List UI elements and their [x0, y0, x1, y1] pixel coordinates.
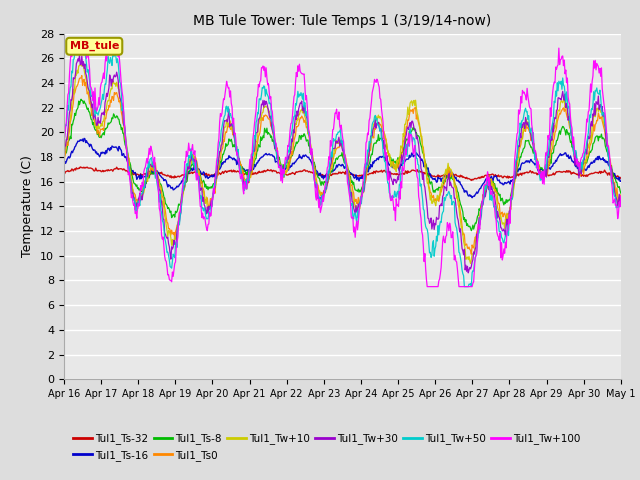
Legend: Tul1_Ts-32, Tul1_Ts-16, Tul1_Ts-8, Tul1_Ts0, Tul1_Tw+10, Tul1_Tw+30, Tul1_Tw+50,: Tul1_Ts-32, Tul1_Ts-16, Tul1_Ts-8, Tul1_…	[69, 429, 584, 465]
Y-axis label: Temperature (C): Temperature (C)	[22, 156, 35, 257]
Title: MB Tule Tower: Tule Temps 1 (3/19/14-now): MB Tule Tower: Tule Temps 1 (3/19/14-now…	[193, 14, 492, 28]
Text: MB_tule: MB_tule	[70, 41, 119, 51]
